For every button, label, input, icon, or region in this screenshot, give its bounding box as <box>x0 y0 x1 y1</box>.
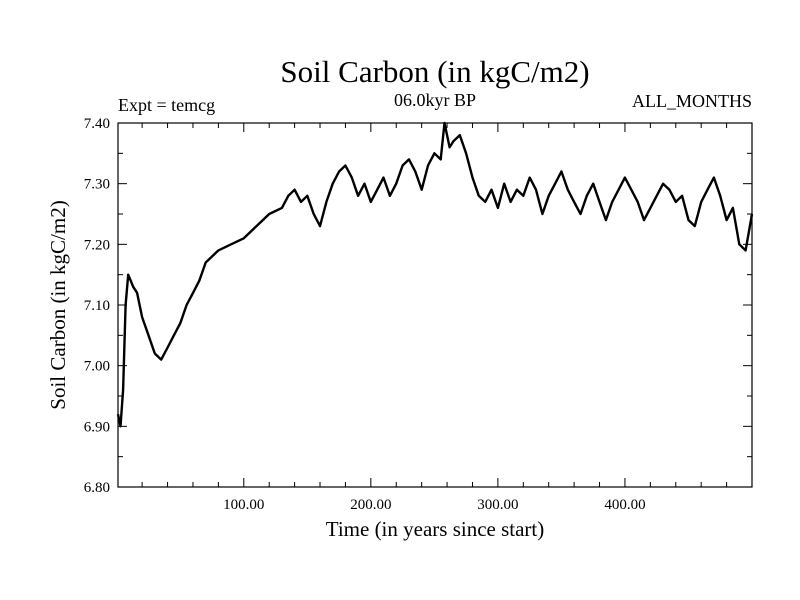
chart-title: Soil Carbon (in kgC/m2) <box>280 54 589 89</box>
x-tick-label: 200.00 <box>350 497 391 513</box>
series-line <box>116 121 754 428</box>
chart-subtitle: 06.0kyr BP <box>394 90 476 110</box>
plot-area: 6.80 6.90 7.00 7.10 7.20 7.30 7.40 100.00 200.00… <box>84 116 754 513</box>
y-tick-label: 6.80 <box>84 480 110 496</box>
y-tick-label: 7.10 <box>84 298 110 314</box>
y-tick-label: 6.90 <box>84 419 110 435</box>
y-tick-label: 7.30 <box>84 177 110 193</box>
x-tick-label: 400.00 <box>604 497 645 513</box>
x-tick-label: 300.00 <box>477 497 518 513</box>
y-tick-label: 7.20 <box>84 237 110 253</box>
y-axis-label: Soil Carbon (in kgC/m2) <box>46 200 70 409</box>
y-tick-label: 7.40 <box>84 116 110 132</box>
experiment-label: Expt = temcg <box>118 95 215 115</box>
y-tick-label: 7.00 <box>84 359 110 375</box>
months-label: ALL_MONTHS <box>632 91 752 111</box>
x-tick-label: 100.00 <box>223 497 264 513</box>
plot-frame <box>117 122 753 488</box>
x-axis-label: Time (in years since start) <box>326 517 545 541</box>
